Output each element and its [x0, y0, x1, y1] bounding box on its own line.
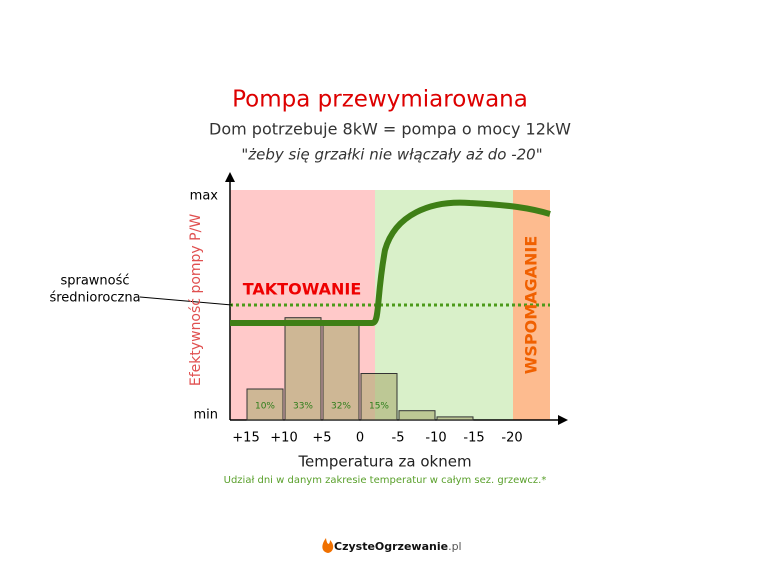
x-arrow: [558, 415, 568, 425]
bar: [322, 320, 360, 421]
brand: CzysteOgrzewanie: [334, 540, 448, 553]
x-tick-label: 0: [356, 431, 364, 446]
support-label: WSPOMAGANIE: [522, 236, 541, 375]
bar: [360, 373, 398, 421]
y-arrow: [225, 172, 235, 182]
x-tick-label: +5: [312, 431, 331, 446]
value-label: 33%: [293, 402, 313, 412]
value-label: 32%: [331, 402, 351, 412]
x-tick-label: +15: [232, 431, 259, 446]
bar: [284, 317, 322, 421]
value-label: 10%: [255, 402, 275, 412]
value-label: 15%: [369, 402, 389, 412]
x-axis-label: Temperatura za oknem: [297, 453, 471, 471]
note: Udział dni w danym zakresie temperatur w…: [224, 475, 547, 486]
avg-label-line: średnioroczna: [49, 291, 140, 306]
x-tick-label: +10: [270, 431, 297, 446]
efficiency-curve: [230, 199, 551, 326]
quote: "żeby się grzałki nie włączały aż do -20…: [241, 146, 542, 164]
leader-line: [139, 296, 233, 306]
x-tick-label: -15: [463, 431, 484, 446]
x-tick-label: -10: [425, 431, 446, 446]
y-max-label: max: [190, 189, 219, 204]
x-tick-label: -5: [392, 431, 405, 446]
y-axis-label: Efektywność pompy P/W: [188, 214, 204, 386]
domain: .pl: [448, 540, 462, 553]
bar: [398, 410, 436, 421]
y-min-label: min: [193, 408, 218, 423]
avg-label-line: sprawność: [60, 274, 129, 289]
bar: [246, 388, 284, 421]
subtitle: Dom potrzebuje 8kW = pompa o mocy 12kW: [209, 120, 571, 139]
logo-flame: [322, 538, 334, 553]
title: Pompa przewymiarowana: [232, 87, 528, 113]
cycling-label: TAKTOWANIE: [243, 280, 362, 299]
bar: [436, 416, 474, 421]
footer-brand: CzysteOgrzewanie.pl: [334, 540, 462, 553]
x-tick-label: -20: [501, 431, 522, 446]
